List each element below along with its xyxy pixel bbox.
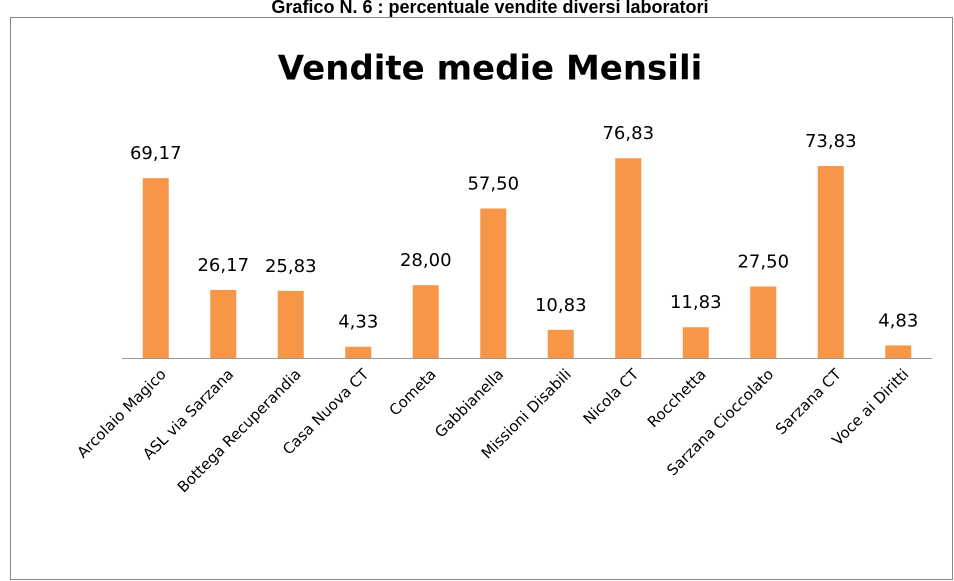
bar bbox=[750, 286, 777, 358]
value-label: 57,50 bbox=[467, 174, 519, 195]
bar bbox=[345, 346, 372, 358]
bar bbox=[547, 329, 574, 358]
value-label: 76,83 bbox=[602, 123, 654, 144]
value-label: 28,00 bbox=[400, 250, 452, 271]
bar bbox=[210, 289, 237, 358]
bar bbox=[682, 327, 709, 358]
value-label: 26,17 bbox=[197, 255, 249, 276]
bar bbox=[142, 178, 169, 358]
bar bbox=[277, 290, 304, 358]
bar bbox=[885, 345, 912, 358]
bar bbox=[615, 158, 642, 358]
value-label: 25,83 bbox=[265, 256, 317, 277]
bar bbox=[480, 208, 507, 358]
value-label: 11,83 bbox=[670, 292, 722, 313]
bar bbox=[412, 285, 439, 358]
value-label: 69,17 bbox=[130, 143, 182, 164]
value-label: 4,83 bbox=[878, 310, 918, 331]
chart-title: Vendite medie Mensili bbox=[278, 49, 703, 89]
value-label: 27,50 bbox=[737, 252, 789, 273]
bar bbox=[817, 166, 844, 358]
value-label: 10,83 bbox=[535, 295, 587, 316]
caption: Grafico N. 6 : percentuale vendite diver… bbox=[271, 0, 708, 17]
value-label: 4,33 bbox=[338, 312, 378, 333]
value-label: 73,83 bbox=[805, 131, 857, 152]
